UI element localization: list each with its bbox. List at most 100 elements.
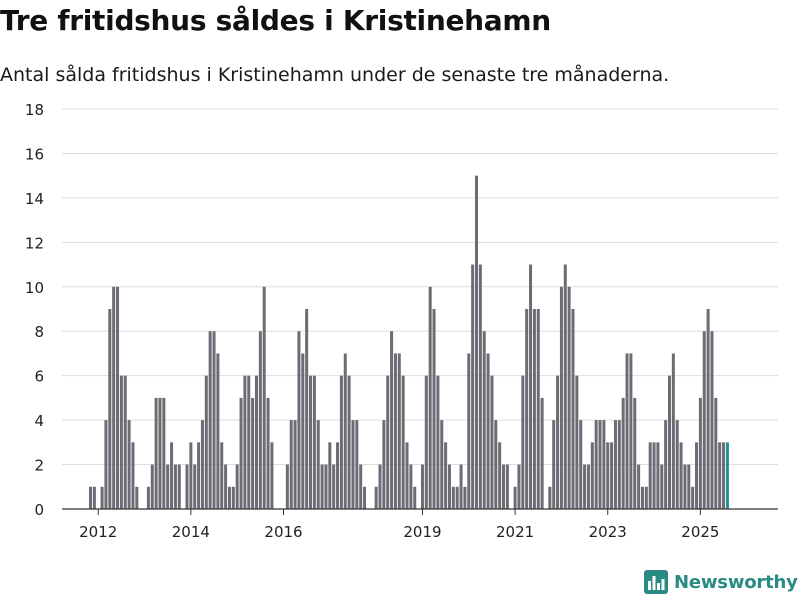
bar (571, 309, 575, 509)
bar (691, 486, 695, 509)
bar (525, 309, 529, 509)
y-axis-labels: 0 2 4 6 8 10 12 14 16 18 (25, 101, 44, 519)
bar (301, 353, 305, 509)
bar (640, 486, 644, 509)
bar (351, 420, 355, 509)
bar (521, 375, 525, 509)
bar (386, 375, 390, 509)
bar (285, 464, 289, 509)
brand-logo: Newsworthy (644, 570, 798, 594)
bar (428, 286, 432, 509)
bar (471, 264, 475, 509)
bar (463, 486, 467, 509)
bar (146, 486, 150, 509)
bar (494, 420, 498, 509)
bar (158, 397, 162, 509)
bar (617, 420, 621, 509)
bar (224, 464, 228, 509)
y-tick-label: 16 (25, 145, 44, 163)
bar (405, 442, 409, 509)
bar (424, 375, 428, 509)
bar (289, 420, 293, 509)
bar (668, 375, 671, 509)
bar (197, 442, 201, 509)
x-tick-label: 2021 (496, 523, 534, 541)
bar (359, 464, 363, 509)
brand-name: Newsworthy (674, 571, 798, 593)
bar (436, 375, 440, 509)
bar (725, 442, 729, 509)
bar (347, 375, 351, 509)
x-tick-label: 2012 (79, 523, 117, 541)
bar (695, 442, 699, 509)
y-tick-label: 10 (25, 279, 44, 297)
bar (505, 464, 509, 509)
bar (413, 486, 417, 509)
bar (227, 486, 231, 509)
bar (660, 464, 664, 509)
bar (679, 442, 683, 509)
bar (297, 331, 301, 509)
bar (529, 264, 533, 509)
bar (173, 464, 177, 509)
bar (502, 464, 506, 509)
bar (320, 464, 324, 509)
chart-title: Tre fritidshus såldes i Kristinehamn (0, 4, 551, 37)
bar (154, 397, 158, 509)
y-tick-label: 2 (34, 457, 44, 475)
bar (220, 442, 224, 509)
bar (590, 442, 594, 509)
bar (714, 397, 718, 509)
bar (266, 397, 270, 509)
bar (683, 464, 687, 509)
bar (150, 464, 154, 509)
bar (200, 420, 204, 509)
bar (648, 442, 652, 509)
bar (613, 420, 617, 509)
bar (89, 486, 92, 509)
bar (567, 286, 571, 509)
y-tick-label: 18 (25, 101, 44, 119)
bar (475, 175, 478, 509)
bar (378, 464, 382, 509)
bar (598, 420, 602, 509)
bar (258, 331, 262, 509)
bar (108, 309, 112, 509)
bar (718, 442, 722, 509)
bar (374, 486, 378, 509)
x-tick-label: 2023 (589, 523, 627, 541)
y-tick-label: 6 (34, 368, 44, 386)
bar (204, 375, 208, 509)
y-tick-label: 14 (25, 190, 44, 208)
bar (104, 420, 108, 509)
bar (675, 420, 679, 509)
bar (644, 486, 648, 509)
y-tick-label: 12 (25, 234, 44, 252)
bar (170, 442, 174, 509)
bar (459, 464, 463, 509)
bar (116, 286, 120, 509)
bar (706, 309, 710, 509)
bar (552, 420, 556, 509)
bar (162, 397, 166, 509)
bar (652, 442, 656, 509)
bar (235, 464, 239, 509)
bar (606, 442, 610, 509)
bar (92, 486, 96, 509)
bar (722, 442, 726, 509)
y-tick-label: 8 (34, 323, 44, 341)
bar (579, 420, 583, 509)
bar (656, 442, 660, 509)
bar (324, 464, 328, 509)
bar (409, 464, 413, 509)
bar (243, 375, 247, 509)
bar (710, 331, 714, 509)
bar (305, 309, 309, 509)
bar (486, 353, 490, 509)
bar (687, 464, 691, 509)
bar (185, 464, 189, 509)
annotations: 3 (730, 0, 740, 4)
x-tick-label: 2025 (681, 523, 719, 541)
bar (208, 331, 212, 509)
bar (621, 397, 625, 509)
